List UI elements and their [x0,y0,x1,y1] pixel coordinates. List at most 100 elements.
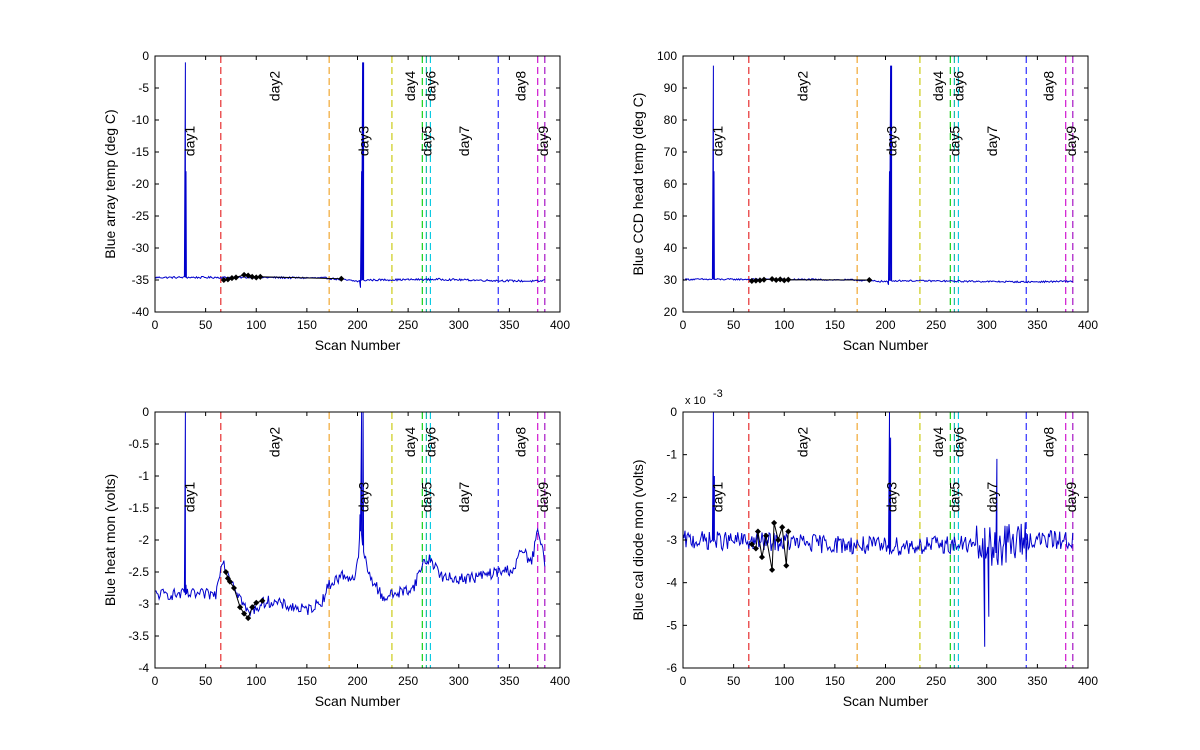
day-label-day2: day2 [794,427,810,458]
y-tick-label: 0 [142,405,149,419]
y-tick-label: -6 [666,661,677,675]
day-label-day1: day1 [709,482,725,513]
x-tick-label: 250 [926,318,946,332]
x-tick-label: 0 [152,674,159,688]
x-tick-label: 0 [680,318,687,332]
plot-area [155,56,546,312]
data-point-marker [785,528,792,535]
day-label-day3: day3 [356,482,372,513]
y-exponent-value: -3 [713,388,723,400]
y-tick-label: -15 [132,145,150,159]
chart-panel-bottom-right: day1 day2 day3 day4 day5 day6 day7 day8 day9 0 50 1… [630,388,1098,709]
day-label-day8: day8 [1041,71,1057,102]
x-tick-label: 150 [825,674,845,688]
x-axis-label: Scan Number [315,337,401,353]
day-label-day3: day3 [884,126,900,157]
series-line [683,65,1073,285]
y-tick-label: -30 [132,241,150,255]
day-label-day1: day1 [709,126,725,157]
y-exponent-label: x 10 [685,395,706,407]
day-label-day5: day5 [418,126,434,157]
y-axis-label: Blue cal diode mon (volts) [630,459,646,620]
series-line [683,412,1074,647]
day-label-day7: day7 [984,482,1000,513]
data-point-marker [866,276,873,284]
data-point-marker [785,276,792,283]
x-tick-label: 200 [347,318,367,332]
plot-area [683,56,1074,312]
x-tick-label: 0 [680,674,687,688]
x-axis-label: Scan Number [315,693,401,709]
day-label-day4: day4 [402,71,418,102]
data-point-marker [758,554,765,561]
day-label-day3: day3 [884,482,900,513]
data-point-marker [253,599,260,606]
x-tick-label: 350 [499,318,519,332]
day-label-day9: day9 [1063,126,1079,157]
y-tick-label: 50 [664,209,678,223]
data-point-marker [237,604,244,611]
data-point-marker [222,568,229,576]
x-tick-label: 300 [449,318,469,332]
chart-panel-top-left: day1 day2 day3 day4 day5 day6 day7 day8 day9 0 50 1… [102,49,570,353]
y-tick-label: -20 [132,177,150,191]
data-point-marker [245,615,252,622]
y-tick-label: -4 [666,576,677,590]
x-tick-label: 150 [825,318,845,332]
y-tick-label: 40 [664,241,678,255]
day-label-day2: day2 [266,427,282,458]
y-tick-label: 60 [664,177,678,191]
x-tick-label: 50 [727,674,741,688]
data-point-marker [769,566,776,573]
y-axis-label: Blue heat mon (volts) [102,474,118,606]
data-point-marker [257,273,264,280]
data-point-marker [763,532,770,539]
day-label-day1: day1 [181,126,197,157]
y-tick-label: -2 [666,490,677,504]
data-point-marker [783,562,790,569]
x-tick-label: 0 [152,318,159,332]
x-tick-label: 100 [774,318,794,332]
data-point-marker [748,541,755,548]
x-tick-label: 150 [297,674,317,688]
data-point-marker [752,545,759,552]
data-point-marker [775,536,782,544]
y-tick-label: 90 [664,81,678,95]
data-point-marker [245,272,252,279]
x-tick-label: 350 [499,674,519,688]
day-label-day7: day7 [456,482,472,513]
data-point-marker [259,597,266,604]
day-label-day1: day1 [181,482,197,513]
y-tick-label: -1.5 [128,501,149,515]
y-tick-label: -2.5 [128,565,149,579]
plot-area [155,412,546,668]
x-tick-label: 300 [449,674,469,688]
x-tick-label: 200 [875,674,895,688]
chart-panel-bottom-left: day1 day2 day3 day4 day5 day6 day7 day8 day9 0 50 1… [102,405,570,709]
x-tick-label: 350 [1027,318,1047,332]
x-tick-label: 350 [1027,674,1047,688]
y-tick-label: -3 [138,597,149,611]
y-tick-label: -1 [138,469,149,483]
data-point-marker [760,276,768,283]
x-tick-label: 250 [926,674,946,688]
x-tick-label: 50 [199,674,213,688]
y-tick-label: -1 [666,448,677,462]
day-label-day9: day9 [1063,482,1079,513]
y-tick-label: 70 [664,145,678,159]
day-label-day7: day7 [456,126,472,157]
day-label-day3: day3 [356,126,372,157]
x-tick-label: 250 [398,318,418,332]
data-point-marker [241,610,248,617]
x-tick-label: 50 [727,318,741,332]
day-label-day9: day9 [535,126,551,157]
x-tick-label: 100 [774,674,794,688]
day-label-day2: day2 [266,71,282,102]
x-axis-label: Scan Number [843,693,929,709]
y-axis-label: Blue array temp (deg C) [102,109,118,258]
day-label-day7: day7 [984,126,1000,157]
chart-panel-top-right: day1 day2 day3 day4 day5 day6 day7 day8 day9 0 50 1… [630,49,1098,353]
y-tick-label: -3 [666,533,677,547]
